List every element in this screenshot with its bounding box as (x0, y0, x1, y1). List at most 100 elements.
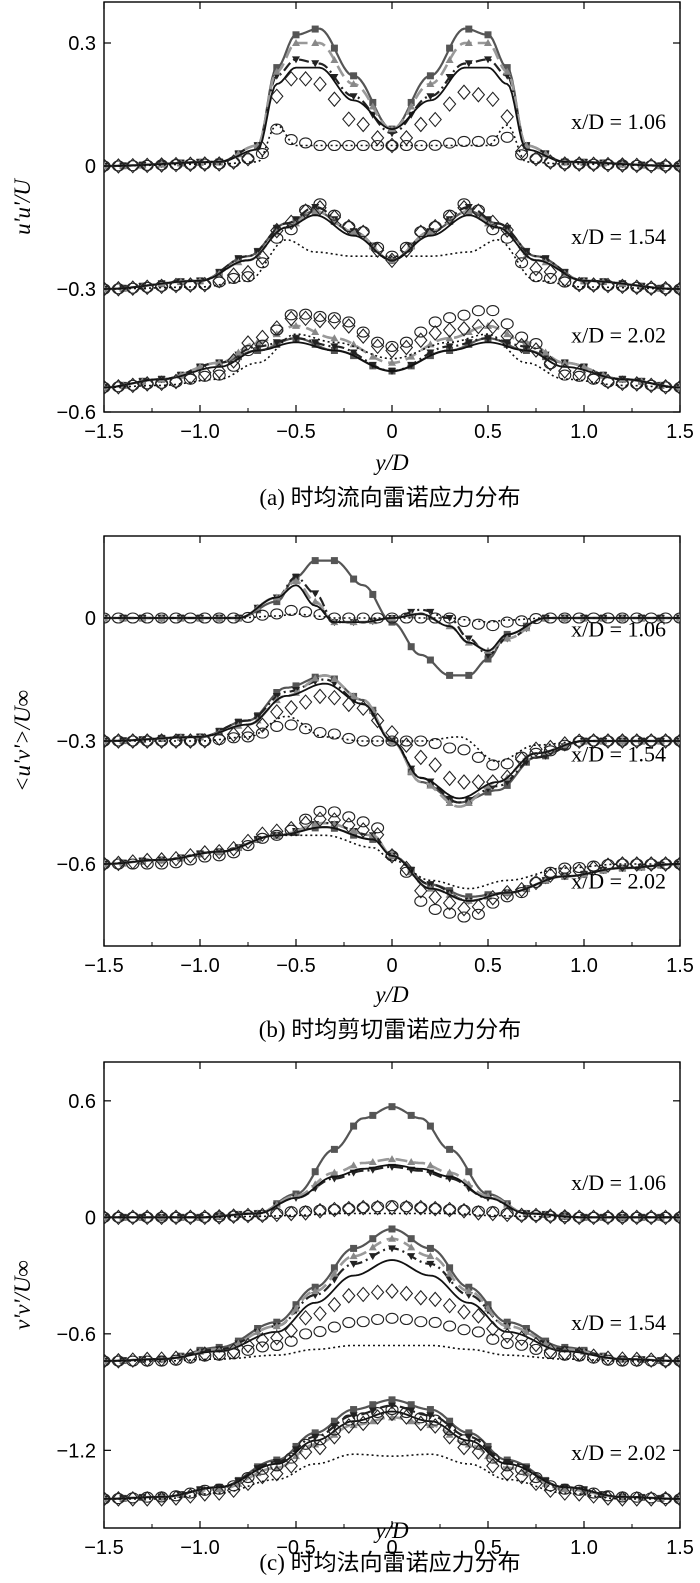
marker-diamond (658, 1209, 673, 1226)
marker-dash-gray (445, 1168, 454, 1176)
marker-circle (486, 1333, 500, 1345)
marker-diamond (212, 156, 226, 172)
marker-circle (515, 1339, 529, 1351)
marker-dashdot-triangle (426, 1412, 435, 1420)
marker-circle (227, 360, 241, 372)
marker-circle (515, 751, 529, 763)
marker-diamond (385, 1283, 399, 1299)
marker-diamond (428, 889, 442, 906)
marker-dash-gray (464, 1440, 473, 1448)
marker-diamond (111, 1352, 126, 1369)
marker-circle (587, 1352, 601, 1364)
marker-diamond (255, 329, 270, 346)
marker-diamond (313, 1305, 327, 1322)
marker-circle (284, 719, 298, 731)
marker-diamond (543, 739, 558, 756)
marker-circle (313, 1434, 327, 1446)
marker-dash-gray (330, 55, 339, 63)
marker-diamond (414, 1199, 428, 1216)
marker-circle (515, 615, 529, 627)
marker-diamond (198, 1486, 212, 1502)
marker-diamond (457, 774, 471, 790)
marker-circle (385, 1200, 399, 1212)
marker-dashdot-triangle (292, 1446, 300, 1454)
marker-diamond (615, 733, 630, 749)
marker-diamond (140, 1209, 154, 1226)
marker-diamond (457, 320, 471, 337)
marker-diamond (486, 1205, 500, 1222)
marker-circle (399, 336, 413, 348)
marker-dash-gray (541, 348, 550, 356)
marker-circle (615, 1491, 629, 1503)
marker-circle (515, 887, 529, 899)
marker-diamond (644, 377, 658, 394)
marker-diamond (442, 1428, 457, 1445)
marker-diamond (442, 1297, 457, 1314)
marker-circle (111, 858, 125, 870)
marker-dash-gray (292, 577, 300, 585)
marker-circle (428, 903, 442, 915)
y-tick-label: −0.6 (57, 1324, 96, 1346)
marker-circle (198, 1350, 212, 1362)
marker-circle (299, 1438, 313, 1450)
marker-dash-gray (292, 39, 300, 46)
marker-solid-square (388, 618, 396, 626)
marker-circle (385, 1404, 399, 1416)
marker-circle (500, 1460, 514, 1472)
marker-diamond (111, 158, 126, 174)
marker-circle (558, 1349, 572, 1361)
marker-diamond (630, 1491, 644, 1507)
marker-circle (140, 735, 154, 747)
marker-diamond (529, 874, 543, 891)
marker-diamond (284, 214, 298, 231)
marker-diamond (414, 332, 428, 349)
marker-dash-gray (388, 358, 396, 366)
plot-frame (103, 1, 681, 413)
marker-dash-gray (311, 39, 320, 46)
marker-circle (299, 723, 313, 735)
marker-circle (183, 1352, 197, 1364)
marker-diamond (154, 375, 169, 392)
y-tick-label: 0 (85, 156, 96, 178)
marker-diamond (471, 774, 486, 790)
marker-circle (529, 1471, 543, 1484)
marker-dash-gray (388, 1155, 396, 1163)
marker-diamond (212, 1485, 226, 1501)
marker-dash-gray (445, 1269, 454, 1277)
marker-circle (342, 316, 356, 328)
marker-circle (500, 232, 514, 244)
marker-diamond (644, 733, 658, 749)
marker-diamond (226, 1482, 241, 1499)
marker-diamond (558, 1209, 572, 1225)
marker-solid-square (465, 1429, 473, 1437)
marker-diamond (342, 218, 356, 235)
marker-circle (299, 1205, 313, 1217)
marker-circle (515, 257, 529, 269)
marker-circle (630, 378, 644, 390)
x-axis-label: y/D (373, 982, 409, 1007)
marker-circle (471, 204, 485, 216)
marker-circle (543, 745, 557, 757)
marker-circle (471, 1205, 485, 1217)
marker-solid-square (446, 1417, 454, 1425)
marker-circle (255, 609, 269, 621)
marker-dash-gray (445, 1430, 454, 1438)
marker-circle (241, 271, 255, 283)
marker-solid-square (465, 1168, 473, 1176)
marker-solid-square (446, 1145, 454, 1153)
marker-diamond (154, 278, 169, 295)
marker-circle (543, 866, 557, 878)
marker-diamond (442, 895, 457, 911)
marker-diamond (442, 1201, 457, 1218)
marker-solid-square (350, 1406, 358, 1414)
marker-circle (299, 308, 313, 320)
marker-dash-gray (311, 328, 320, 336)
marker-dash-gray (196, 362, 204, 370)
marker-circle (327, 1321, 341, 1333)
marker-diamond (298, 1444, 313, 1460)
x-tick-label: −1.0 (180, 421, 219, 443)
marker-diamond (500, 222, 514, 238)
marker-diamond (615, 375, 630, 392)
marker-diamond (514, 751, 529, 768)
marker-diamond (673, 1353, 680, 1369)
